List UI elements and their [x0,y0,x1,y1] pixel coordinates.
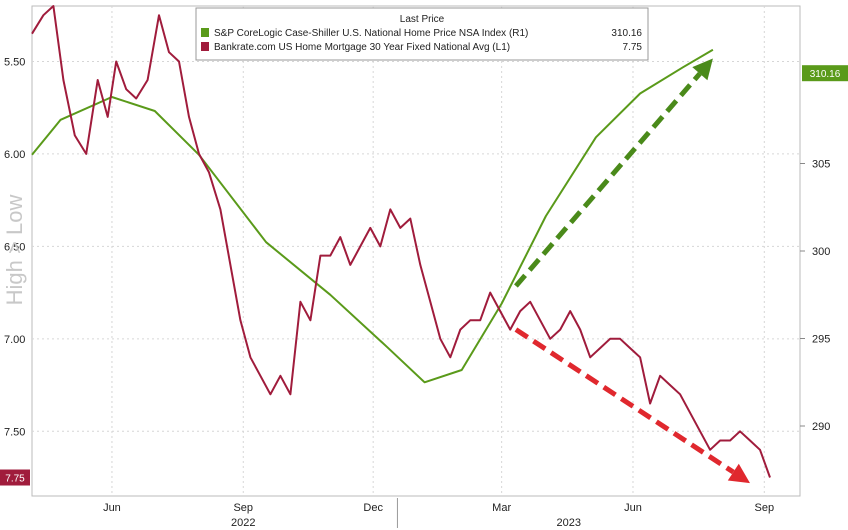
left-tick-label: 6.50 [4,241,25,253]
x-tick-label: Mar [492,502,511,514]
legend: Last Price S&P CoreLogic Case-Shiller U.S… [195,7,649,61]
annotation-layer [514,58,750,484]
right-tick-label: 305 [812,159,830,171]
x-tick-label: Sep [233,502,253,514]
legend-swatch [201,42,209,51]
x-tick-label: Jun [103,502,121,514]
x-tick-label: Sep [755,502,775,514]
trend-arrow-line [514,71,702,288]
left-last-value-text: 7.75 [5,474,25,485]
legend-box [195,7,649,61]
left-tick-label: 7.50 [4,426,25,438]
right-last-value-badge [802,65,848,82]
series-line-home-price [31,48,714,384]
year-label: 2023 [557,517,581,529]
legend-swatch [201,28,209,37]
right-axis: 290 295 300 305 [800,159,830,433]
year-label: 2022 [231,517,255,529]
legend-label: Bankrate.com US Home Mortgage 30 Year Fi… [214,42,510,53]
left-tick-label: 5.50 [4,56,25,68]
left-axis-label: High > Low [2,195,27,306]
x-axis: Jun Sep Dec Mar Jun Sep 2022 2023 [103,498,774,529]
x-tick-label: Jun [624,502,642,514]
right-tick-label: 290 [812,421,830,433]
legend-value: 310.16 [611,28,642,39]
legend-title: Last Price [400,14,445,25]
left-last-value-badge [0,469,30,486]
trend-arrow-line [514,327,735,475]
right-tick-label: 300 [812,246,830,258]
x-tick-label: Dec [363,502,383,514]
legend-value: 7.75 [623,42,643,53]
left-axis: 5.50 6.00 6.50 7.00 7.50 [4,56,25,438]
left-tick-label: 6.00 [4,149,25,161]
right-tick-label: 295 [812,334,830,346]
legend-label: S&P CoreLogic Case-Shiller U.S. National… [214,28,528,39]
series-layer [31,5,771,478]
last-value-badges: 310.16 7.75 [0,65,848,486]
trend-arrow-head [692,58,713,81]
left-tick-label: 7.00 [4,334,25,346]
series-line-mortgage-rate [31,5,771,478]
trend-arrow-head [727,463,750,484]
right-last-value-text: 310.16 [810,69,841,80]
